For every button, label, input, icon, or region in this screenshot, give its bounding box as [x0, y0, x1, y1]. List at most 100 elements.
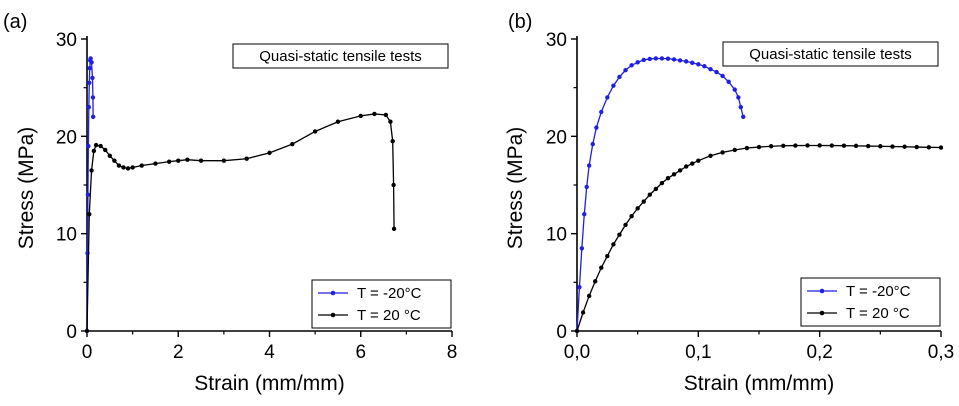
data-point	[87, 212, 92, 217]
chart-title: Quasi-static tensile tests	[749, 46, 912, 63]
y-tick-label: 0	[556, 322, 567, 343]
data-point	[866, 143, 871, 149]
x-axis-title: Strain (mm/mm)	[194, 372, 345, 395]
data-point	[112, 158, 117, 163]
data-point	[714, 69, 719, 75]
data-point	[267, 150, 272, 156]
data-point	[671, 172, 677, 177]
series-plus20c	[574, 143, 944, 334]
data-point	[641, 199, 646, 204]
data-point	[593, 279, 598, 284]
data-point	[671, 57, 677, 62]
data-point	[599, 109, 604, 115]
data-point	[744, 145, 750, 151]
title-box-frame	[232, 43, 449, 69]
data-point	[732, 147, 737, 153]
data-point	[89, 60, 94, 65]
data-point	[890, 144, 895, 149]
data-point	[665, 56, 671, 61]
data-point	[617, 232, 622, 237]
data-point	[720, 150, 725, 155]
data-point	[86, 143, 91, 149]
series-minus20c	[84, 56, 96, 334]
data-point	[130, 165, 135, 170]
data-point	[817, 143, 822, 148]
data-point	[116, 163, 122, 168]
data-point	[582, 212, 587, 217]
data-point	[89, 168, 94, 173]
data-point	[358, 113, 363, 119]
data-point	[690, 161, 695, 166]
chart-panel-b: (b) 0,0 0,1 0,2 0,3 0 10 20 30 Strain (mm/mm) Stre…	[504, 11, 954, 395]
data-point	[805, 143, 810, 148]
data-point	[902, 144, 907, 149]
data-point	[853, 143, 859, 149]
data-point	[659, 56, 665, 61]
series-line	[576, 57, 744, 332]
data-point	[198, 158, 204, 163]
data-point	[629, 63, 634, 68]
chart-title-box: Quasi-static tensile tests	[722, 41, 939, 67]
data-point	[125, 166, 131, 171]
data-point	[623, 222, 628, 228]
data-point	[388, 119, 393, 124]
data-point	[829, 143, 834, 148]
data-point	[166, 159, 172, 164]
data-point	[579, 246, 585, 251]
data-point	[732, 87, 737, 92]
y-tick-label: 20	[56, 127, 77, 148]
data-point	[841, 143, 847, 148]
data-point	[586, 293, 592, 299]
data-point	[121, 165, 126, 170]
x-tick-label: 4	[264, 342, 275, 363]
legend-swatch-marker	[330, 312, 336, 318]
legend-label: T = 20 °C	[846, 305, 910, 322]
data-point	[878, 144, 883, 149]
data-point	[696, 158, 701, 163]
data-point	[390, 139, 395, 144]
legend-entry: T = -20°C	[318, 285, 422, 302]
data-point	[574, 328, 580, 334]
data-point	[290, 141, 295, 147]
legend-swatch-marker	[819, 288, 825, 294]
legend-label: T = -20°C	[846, 283, 911, 300]
x-tick-label: 6	[355, 342, 366, 363]
data-point	[98, 143, 103, 149]
data-point	[665, 175, 671, 181]
data-point	[85, 192, 91, 197]
data-point	[91, 148, 97, 154]
data-point	[584, 184, 589, 190]
data-point	[90, 95, 96, 100]
data-point	[103, 147, 108, 153]
data-point	[793, 143, 798, 148]
data-point	[153, 161, 158, 166]
data-point	[391, 226, 397, 231]
legend-label: T = -20°C	[357, 285, 422, 302]
legend-frame	[311, 279, 452, 329]
chart-title: Quasi-static tensile tests	[259, 48, 422, 65]
y-axis-title: Stress (MPa)	[504, 127, 527, 250]
data-point	[635, 60, 640, 65]
data-point	[611, 83, 616, 88]
data-point	[383, 112, 389, 118]
data-point	[623, 67, 628, 73]
data-point	[677, 58, 683, 63]
data-point	[594, 125, 599, 130]
legend-swatch-marker	[330, 290, 336, 296]
x-axis-title: Strain (mm/mm)	[684, 372, 835, 395]
panel-label: (b)	[508, 11, 532, 33]
chart-title-box: Quasi-static tensile tests	[232, 43, 449, 69]
data-point	[312, 129, 318, 134]
data-point	[726, 79, 731, 85]
data-point	[696, 62, 701, 67]
data-point	[659, 180, 665, 186]
y-tick-label: 10	[56, 225, 77, 246]
data-point	[781, 143, 786, 148]
data-point	[84, 328, 90, 334]
data-point	[647, 192, 652, 197]
data-point	[590, 141, 595, 147]
data-point	[372, 111, 377, 117]
data-point	[708, 66, 713, 72]
legend-entry: T = -20°C	[807, 283, 911, 300]
